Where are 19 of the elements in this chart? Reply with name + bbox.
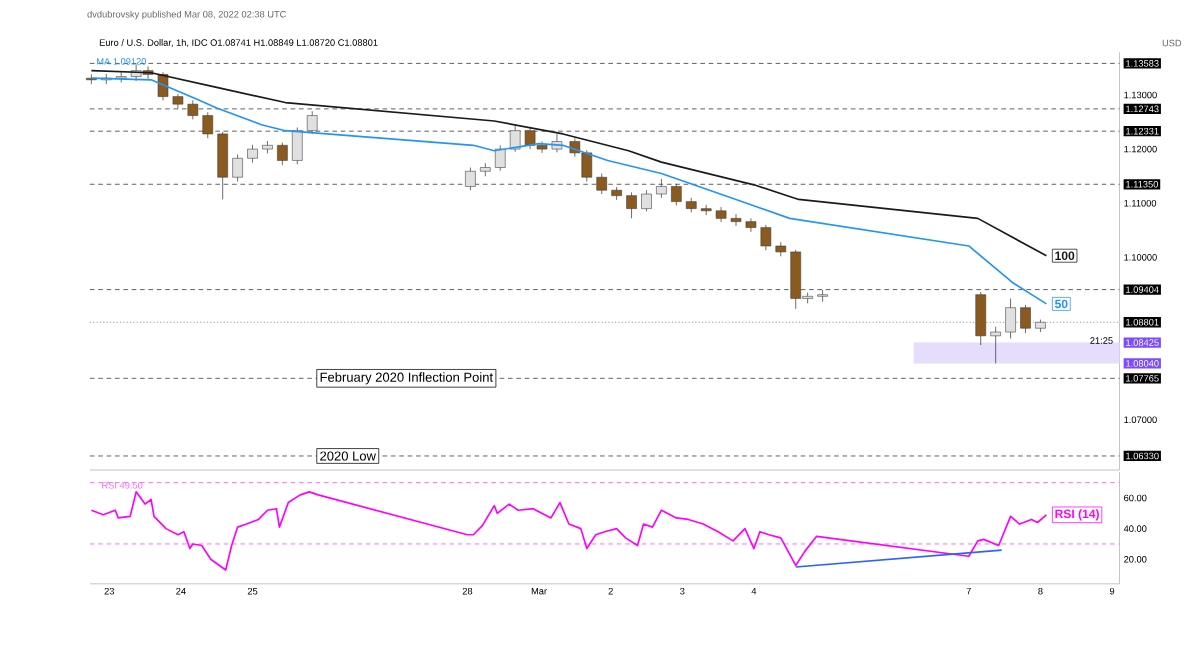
candlestick (292, 127, 303, 165)
candlestick (990, 326, 1001, 365)
line-series (90, 70, 1048, 257)
candlestick (494, 145, 506, 172)
candlestick (641, 190, 652, 213)
line-series (90, 491, 1048, 572)
candlestick (596, 173, 608, 195)
candlestick (1020, 304, 1031, 334)
candlestick (217, 131, 228, 201)
candlestick (232, 154, 243, 183)
candlestick (277, 142, 288, 167)
candlestick (656, 178, 667, 199)
candlestick (465, 167, 476, 191)
candlestick (626, 192, 637, 220)
candlestick (817, 289, 828, 303)
candlestick (671, 183, 682, 207)
candlestick (975, 291, 987, 346)
line-series (90, 77, 1048, 306)
candlestick (1005, 298, 1016, 340)
